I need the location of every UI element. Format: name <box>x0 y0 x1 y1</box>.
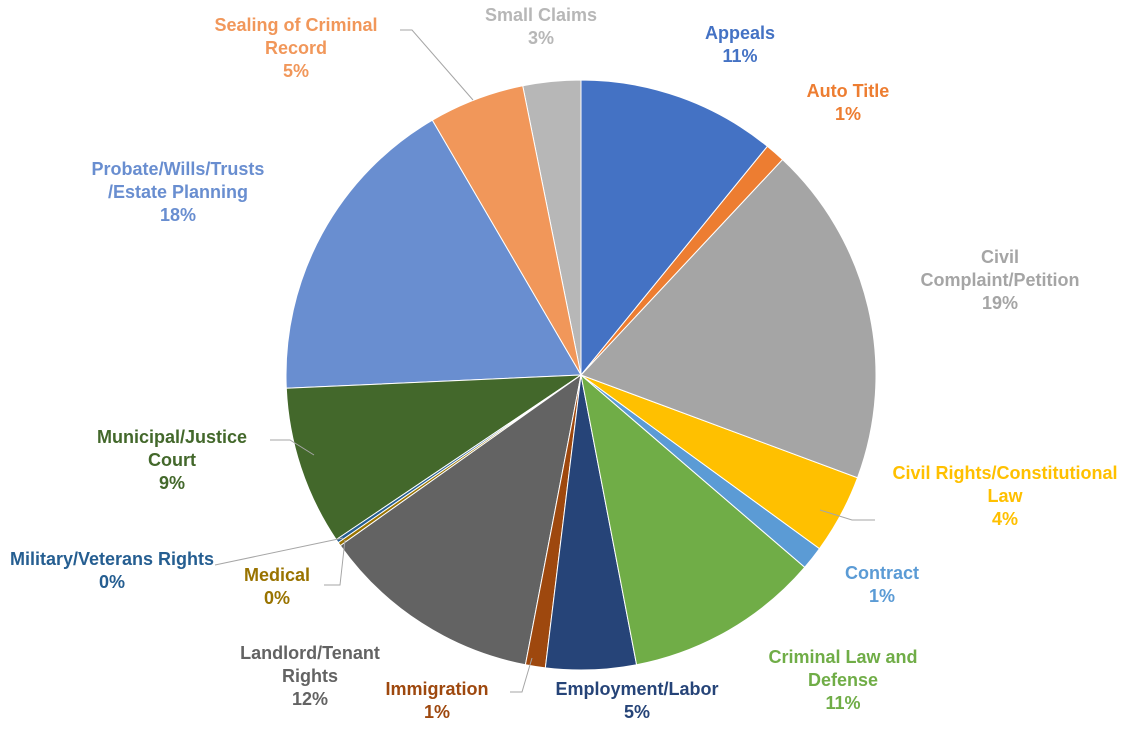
value-label: 0% <box>98 572 125 592</box>
slice-label: Small Claims 3% <box>461 4 621 50</box>
category-name: Landlord/Tenant Rights <box>240 643 380 686</box>
category-name: Military/Veterans Rights <box>9 549 215 569</box>
value-label: 12% <box>291 689 329 709</box>
slice-label: Civil Complaint/Petition 19% <box>900 246 1100 315</box>
value-label: 18% <box>159 205 197 225</box>
value-label: 1% <box>834 104 861 124</box>
pie-slice <box>339 373 582 666</box>
slice-label: Municipal/Justice Court 9% <box>72 426 272 495</box>
value-label: 1% <box>423 702 450 722</box>
slice-label: Appeals 11% <box>670 22 810 68</box>
category-name: Criminal Law and Defense <box>768 647 918 690</box>
category-name: Appeals <box>704 23 776 43</box>
category-name: Civil Rights/Constitutional Law <box>892 463 1118 506</box>
leader-lines <box>214 29 875 693</box>
value-label: 4% <box>991 509 1018 529</box>
slice-label: Military/Veterans Rights 0% <box>5 548 220 594</box>
slice-label: Auto Title 1% <box>778 80 918 126</box>
slice-label: Landlord/Tenant Rights 12% <box>215 642 405 711</box>
slice-label: Employment/Labor 5% <box>527 678 747 724</box>
slice-label: Medical 0% <box>222 564 332 610</box>
category-name: Small Claims <box>484 5 598 25</box>
value-label: 3% <box>527 28 554 48</box>
value-label: 11% <box>825 693 861 713</box>
category-name: Sealing of Criminal Record <box>214 15 378 58</box>
slice-label: Probate/Wills/Trusts /Estate Planning 18% <box>63 158 293 227</box>
category-name: Auto Title <box>806 81 890 101</box>
category-name: Medical <box>243 565 311 585</box>
leader-line <box>214 537 344 566</box>
value-label: 11% <box>722 46 758 66</box>
value-label: 5% <box>282 61 309 81</box>
category-name: Immigration <box>385 679 489 699</box>
value-label: 5% <box>623 702 650 722</box>
pie-slice <box>580 158 877 479</box>
slice-label: Immigration 1% <box>367 678 507 724</box>
leader-line <box>819 509 875 521</box>
leader-line <box>270 439 315 456</box>
slice-label: Civil Rights/Constitutional Law 4% <box>893 462 1118 531</box>
leader-line <box>324 539 346 586</box>
pie-slice <box>580 79 769 377</box>
pie-slice <box>285 119 582 389</box>
value-label: 19% <box>981 293 1019 313</box>
slice-label: Criminal Law and Defense 11% <box>743 646 943 715</box>
pie-slice <box>580 373 806 666</box>
category-name: Civil Complaint/Petition <box>920 247 1080 290</box>
slice-label: Contract 1% <box>812 562 952 608</box>
slice-label: Sealing of Criminal Record 5% <box>186 14 406 83</box>
pie-slice <box>285 374 583 541</box>
value-label: 9% <box>158 473 185 493</box>
category-name: Contract <box>844 563 919 583</box>
category-name: Employment/Labor <box>555 679 719 699</box>
leader-line <box>400 29 474 101</box>
value-label: 1% <box>868 586 895 606</box>
category-name: Municipal/Justice Court <box>96 427 248 470</box>
category-name: Probate/Wills/Trusts /Estate Planning <box>91 159 265 202</box>
value-label: 0% <box>263 588 290 608</box>
leader-line <box>510 657 533 693</box>
